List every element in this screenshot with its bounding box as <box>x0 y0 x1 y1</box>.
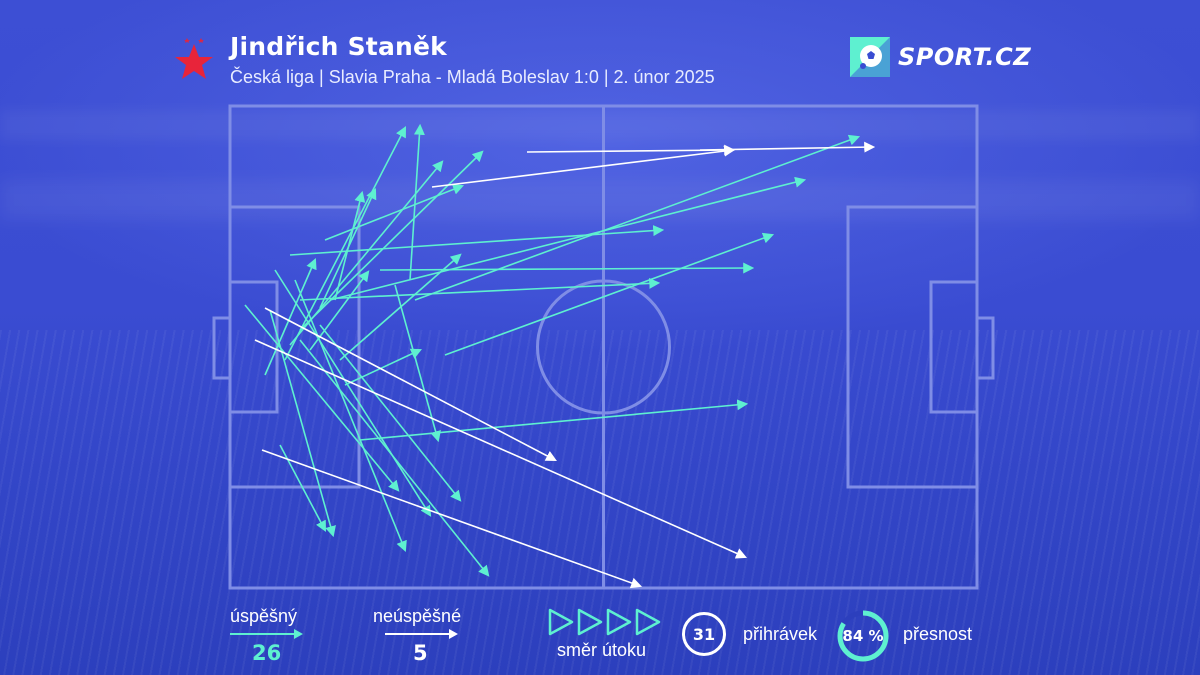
accuracy-label: přesnost <box>903 624 973 644</box>
unsuccessful-pass-arrow <box>526 144 736 156</box>
successful-pass-arrow <box>274 269 432 517</box>
attack-direction-label: směr útoku <box>557 640 647 660</box>
successful-pass-arrow <box>329 176 807 301</box>
successful-pass-arrow <box>299 277 661 301</box>
successful-pass-arrow <box>299 339 490 577</box>
successful-pass-arrow <box>319 324 462 502</box>
passes-label: přihrávek <box>743 624 818 644</box>
unsuccessful-count: 5 <box>413 641 428 665</box>
successful-pass-arrow <box>344 348 422 386</box>
successful-pass-arrow <box>264 257 317 376</box>
successful-pass-arrow <box>379 262 755 274</box>
legend-unsuccessful-arrow <box>385 629 458 639</box>
successful-count: 26 <box>252 641 282 665</box>
unsuccessful-pass-arrow <box>261 449 643 589</box>
accuracy-value: 84 % <box>842 627 884 645</box>
successful-pass-arrow <box>299 150 484 331</box>
player-name: Jindřich Staněk <box>230 32 447 61</box>
legend-successful-arrow <box>230 629 303 639</box>
successful-pass-arrow <box>269 309 336 538</box>
successful-pass-arrow <box>359 399 749 441</box>
successful-pass-arrow <box>289 225 665 256</box>
successful-pass-arrow <box>324 184 465 241</box>
brand-logo: SPORT.CZ <box>850 37 1031 77</box>
successful-pass-arrow <box>244 304 400 492</box>
match-info: Česká liga | Slavia Praha - Mladá Bolesl… <box>230 67 715 87</box>
legend-successful-label: úspěšný <box>230 606 298 626</box>
slavia-star-icon <box>175 38 213 79</box>
unsuccessful-pass-arrow <box>264 307 557 462</box>
successful-pass-arrow <box>284 126 407 361</box>
successful-pass-arrow <box>294 279 407 553</box>
legend-unsuccessful-label: neúspěšné <box>373 606 462 626</box>
passes-layer <box>244 123 876 589</box>
pitch-lines <box>212 104 995 590</box>
successful-pass-arrow <box>409 123 425 281</box>
football-icon <box>850 37 890 77</box>
attack-direction-icon <box>548 608 661 636</box>
successful-pass-arrow <box>444 232 775 356</box>
unsuccessful-pass-arrow <box>431 145 736 188</box>
successful-pass-arrow <box>414 134 861 301</box>
unsuccessful-pass-arrow <box>254 339 748 559</box>
unsuccessful-pass-arrow <box>699 141 876 153</box>
successful-pass-arrow <box>334 190 366 301</box>
passes-count-badge: 31 <box>682 612 726 656</box>
brand-name: SPORT.CZ <box>898 43 1032 71</box>
accuracy-ring <box>837 610 889 662</box>
successful-pass-arrow <box>394 284 441 443</box>
